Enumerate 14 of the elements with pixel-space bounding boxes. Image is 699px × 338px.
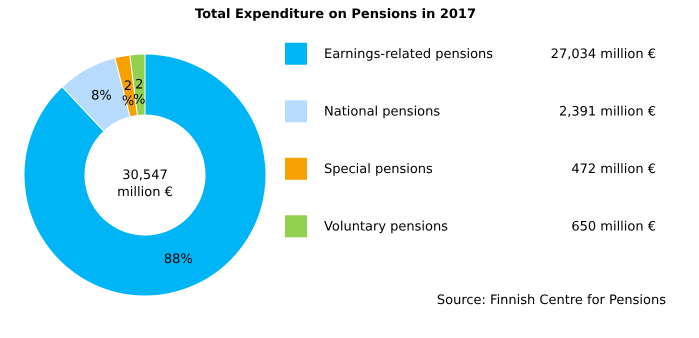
text: 30,547 million € [117, 168, 173, 200]
text: 650 million € [571, 219, 656, 234]
source-note: Source: Finnish Centre for Pensions [436, 293, 666, 308]
text: 27,034 million € [550, 46, 656, 62]
legend-label: Voluntary pensions [324, 219, 448, 234]
legend-label: Earnings-related pensions [324, 46, 494, 62]
legend-label: National pensions [324, 104, 440, 120]
data-label: 8% [91, 88, 112, 104]
text: 472 million € [571, 162, 656, 177]
legend-label: Special pensions [324, 162, 434, 177]
text: 2,391 million € [558, 104, 656, 120]
donut-slice [24, 54, 266, 296]
data-label: 88% [164, 252, 193, 268]
chart-title: Total Expenditure on Pensions in 2017 [194, 7, 476, 22]
